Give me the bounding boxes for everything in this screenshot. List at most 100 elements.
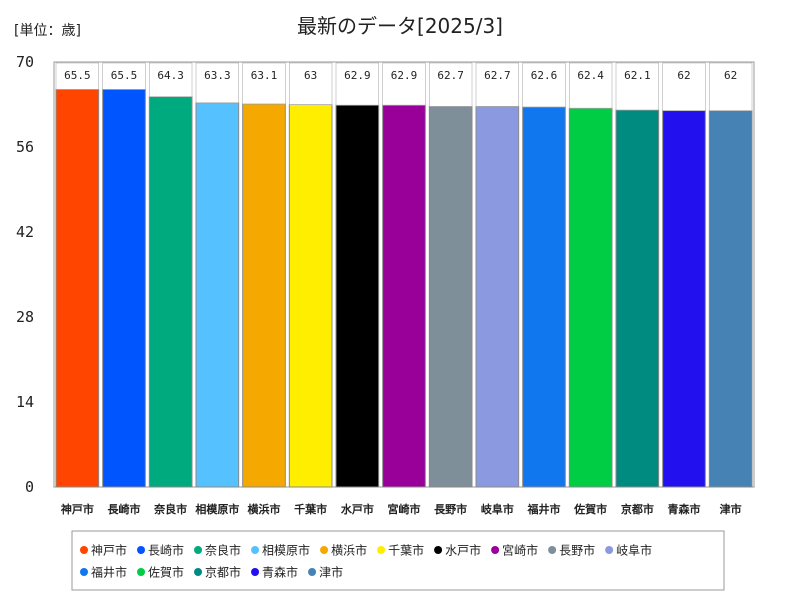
legend-label: 奈良市 bbox=[205, 543, 241, 558]
data-label-box bbox=[55, 62, 99, 90]
data-label-box bbox=[615, 62, 659, 111]
bar bbox=[288, 104, 333, 488]
legend-marker bbox=[377, 546, 386, 554]
data-label-box bbox=[569, 62, 613, 109]
data-label-box bbox=[709, 62, 753, 111]
legend-label: 京都市 bbox=[205, 565, 241, 580]
legend-label: 津市 bbox=[319, 565, 343, 580]
legend-label: 相模原市 bbox=[262, 543, 310, 558]
data-label: 63.3 bbox=[204, 69, 231, 82]
data-label-box bbox=[429, 62, 473, 107]
x-tick-label: 福井市 bbox=[527, 502, 561, 516]
x-tick-label: 津市 bbox=[720, 502, 742, 516]
bar bbox=[568, 107, 613, 488]
bar bbox=[475, 105, 520, 488]
legend-marker bbox=[251, 546, 260, 554]
data-label-box bbox=[242, 62, 286, 105]
legend-label: 千葉市 bbox=[388, 543, 424, 558]
data-label: 62.7 bbox=[437, 69, 464, 82]
data-label-box bbox=[289, 62, 333, 105]
x-tick-label: 相模原市 bbox=[195, 502, 239, 516]
legend-label: 福井市 bbox=[91, 565, 127, 580]
x-tick-label: 佐賀市 bbox=[573, 502, 607, 516]
bar bbox=[55, 88, 100, 488]
bar bbox=[615, 109, 660, 488]
x-axis: 神戸市 長崎市 奈良市 相模原市 横浜市 千葉市 水戸市 宮崎市 長野市 岐阜市 福井市 佐賀市 京都市… bbox=[61, 502, 742, 516]
data-label-box bbox=[195, 62, 239, 103]
bar bbox=[335, 104, 380, 488]
data-label: 65.5 bbox=[111, 69, 138, 82]
legend-marker bbox=[548, 546, 557, 554]
x-tick-label: 青森市 bbox=[668, 502, 701, 516]
y-tick-label: 70 bbox=[16, 53, 34, 71]
bar bbox=[102, 88, 146, 488]
y-axis: 0 14 28 42 56 70 bbox=[16, 53, 34, 496]
x-tick-label: 京都市 bbox=[621, 502, 654, 516]
legend-label: 長崎市 bbox=[148, 543, 184, 558]
bar bbox=[148, 96, 193, 488]
data-label-box bbox=[149, 62, 193, 97]
legend-label: 岐阜市 bbox=[616, 543, 652, 558]
data-label: 62.4 bbox=[577, 69, 604, 82]
data-label: 62.6 bbox=[531, 69, 558, 82]
legend-marker bbox=[194, 546, 203, 554]
x-tick-label: 長崎市 bbox=[108, 502, 141, 516]
legend-marker bbox=[491, 546, 500, 554]
data-label-box bbox=[382, 62, 426, 106]
x-tick-label: 横浜市 bbox=[248, 502, 281, 516]
legend-label: 佐賀市 bbox=[148, 565, 184, 580]
data-label-box bbox=[522, 62, 566, 108]
legend-marker bbox=[137, 546, 146, 554]
legend-box bbox=[71, 530, 725, 591]
bar bbox=[662, 110, 706, 488]
data-label-box bbox=[475, 62, 519, 107]
x-tick-label: 長野市 bbox=[434, 502, 467, 516]
x-tick-label: 奈良市 bbox=[153, 502, 187, 516]
bar bbox=[522, 106, 566, 488]
data-label-box bbox=[102, 62, 146, 90]
legend-label: 横浜市 bbox=[331, 543, 367, 558]
y-tick-label: 0 bbox=[25, 478, 34, 496]
bar bbox=[195, 102, 240, 488]
x-tick-label: 宮崎市 bbox=[388, 502, 421, 516]
data-label: 63 bbox=[304, 69, 317, 82]
legend-marker bbox=[605, 546, 614, 554]
data-label: 65.5 bbox=[64, 69, 91, 82]
bar bbox=[242, 103, 286, 488]
legend-label: 青森市 bbox=[262, 565, 298, 580]
bar bbox=[428, 105, 473, 488]
legend-marker bbox=[194, 568, 203, 576]
x-tick-label: 千葉市 bbox=[294, 502, 327, 516]
y-tick-label: 28 bbox=[16, 308, 34, 326]
legend-label: 水戸市 bbox=[445, 543, 481, 558]
data-label: 62.9 bbox=[391, 69, 418, 82]
legend-marker bbox=[320, 546, 329, 554]
legend-marker bbox=[251, 568, 260, 576]
data-labels: 65.5 65.5 64.3 63.3 63.1 63 62.9 62.9 62.7 62.7 62… bbox=[55, 62, 753, 111]
data-label-box bbox=[662, 62, 706, 111]
y-tick-label: 14 bbox=[16, 393, 34, 411]
data-label: 62 bbox=[724, 69, 737, 82]
legend-label: 長野市 bbox=[559, 543, 595, 558]
legend-label: 神戸市 bbox=[91, 543, 127, 558]
bar bbox=[382, 104, 426, 488]
data-label: 64.3 bbox=[157, 69, 184, 82]
chart-title: 最新のデータ[2025/3] bbox=[297, 14, 503, 38]
legend-marker bbox=[80, 568, 88, 576]
data-label: 63.1 bbox=[251, 69, 278, 82]
unit-label: [単位：歳] bbox=[14, 23, 81, 39]
legend-marker bbox=[80, 546, 88, 554]
legend-marker bbox=[308, 568, 317, 576]
legend-marker bbox=[137, 568, 146, 576]
bars bbox=[55, 88, 753, 488]
data-label: 62 bbox=[677, 69, 690, 82]
y-tick-label: 42 bbox=[16, 223, 34, 241]
data-label: 62.9 bbox=[344, 69, 371, 82]
data-label: 62.7 bbox=[484, 69, 511, 82]
y-tick-label: 56 bbox=[16, 138, 34, 156]
data-label: 62.1 bbox=[624, 69, 651, 82]
legend-marker bbox=[434, 546, 443, 554]
legend-label: 宮崎市 bbox=[502, 543, 538, 558]
